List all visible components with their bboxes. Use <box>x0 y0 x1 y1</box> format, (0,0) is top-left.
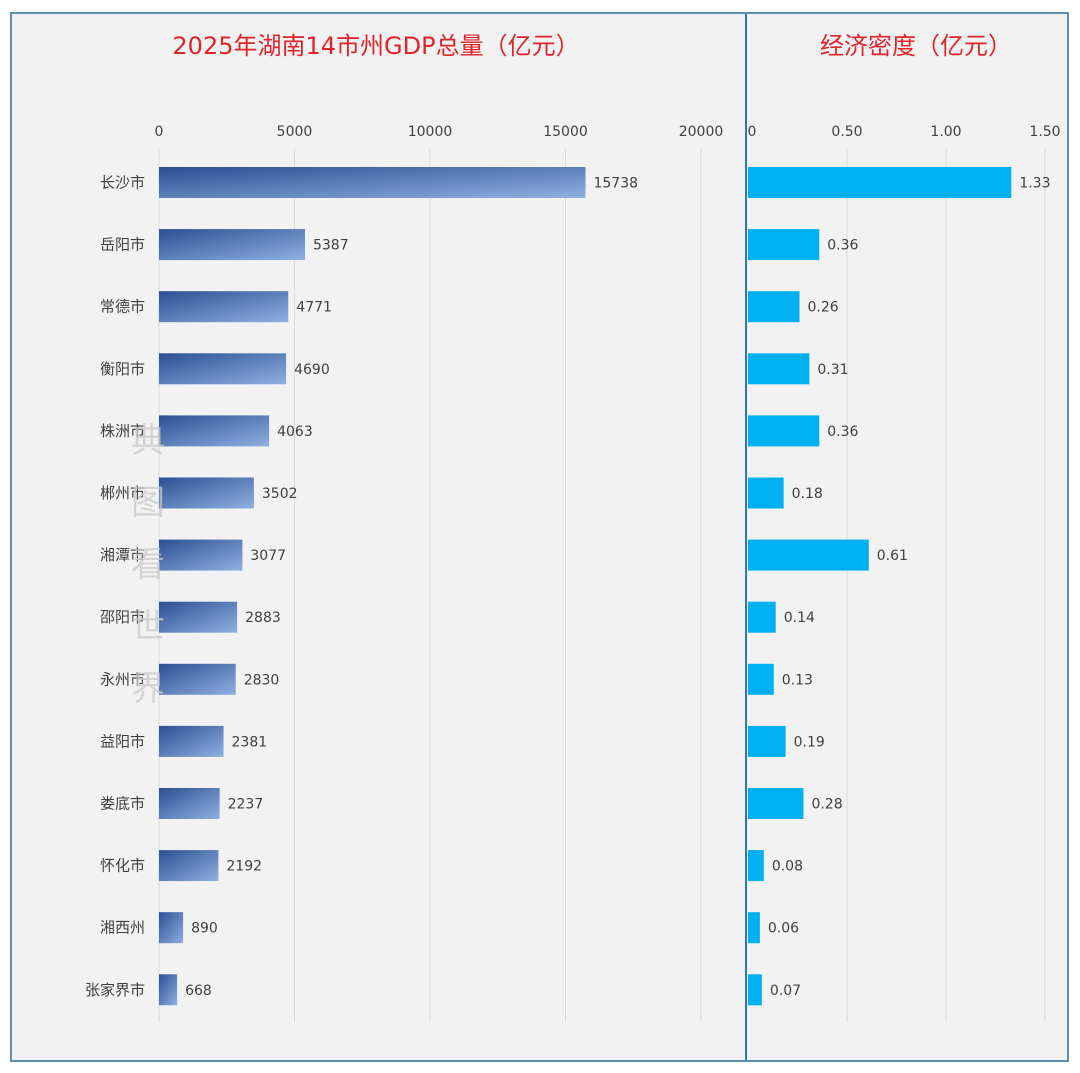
gdp-value-label: 2830 <box>244 672 280 688</box>
density-value-label: 0.36 <box>827 238 858 254</box>
gdp-x-tick-label: 5000 <box>277 124 313 140</box>
gdp-bar <box>159 788 220 819</box>
gdp-category-label: 长沙市 <box>100 174 145 192</box>
density-bar <box>748 353 810 385</box>
gdp-x-tick-label: 20000 <box>679 124 724 140</box>
gdp-x-tick-label: 10000 <box>408 124 453 140</box>
density-value-label: 0.13 <box>782 672 813 688</box>
density-value-label: 0.61 <box>877 548 908 564</box>
density-bar <box>748 788 804 819</box>
density-value-label: 1.33 <box>1019 176 1050 192</box>
gdp-value-label: 5387 <box>313 238 349 254</box>
density-x-tick-label: 1.00 <box>930 124 961 140</box>
density-bar <box>748 229 820 261</box>
watermark-char: 典 <box>131 421 165 461</box>
density-value-label: 0.26 <box>807 300 838 316</box>
density-bar <box>748 974 762 1006</box>
gdp-bar <box>159 663 236 695</box>
gdp-category-label: 湘潭市 <box>100 546 145 564</box>
gdp-value-label: 2237 <box>228 797 264 813</box>
gdp-chart-title: 2025年湖南14市州GDP总量（亿元） <box>172 32 579 60</box>
gdp-value-label: 4063 <box>277 424 313 440</box>
watermark-char: 界 <box>131 669 165 709</box>
density-x-tick-label: 0.50 <box>831 124 862 140</box>
gdp-value-label: 890 <box>191 921 218 937</box>
gdp-value-label: 4690 <box>294 362 330 378</box>
gdp-category-label: 湘西州 <box>100 919 145 937</box>
gdp-bar <box>159 415 270 447</box>
gdp-value-label: 3502 <box>262 486 298 502</box>
gdp-category-label: 郴州市 <box>100 484 145 502</box>
gdp-category-label: 益阳市 <box>100 732 145 750</box>
gdp-bar <box>159 229 305 261</box>
gdp-bar <box>159 850 219 882</box>
density-value-label: 0.28 <box>811 797 842 813</box>
density-bar <box>748 477 784 509</box>
gdp-bar <box>159 974 178 1006</box>
density-bar <box>748 291 800 323</box>
gdp-category-label: 常德市 <box>100 298 145 316</box>
gdp-value-label: 2192 <box>226 859 262 875</box>
density-bar <box>748 663 774 695</box>
gdp-category-label: 岳阳市 <box>100 236 145 254</box>
gdp-bar <box>159 167 586 198</box>
chart-frame: 2025年湖南14市州GDP总量（亿元） 经济密度（亿元） 0 5000 10000… <box>10 12 1069 1062</box>
density-chart-title: 经济密度（亿元） <box>820 32 1012 60</box>
density-bar <box>748 167 1012 198</box>
gdp-x-tick-label: 15000 <box>543 124 588 140</box>
density-panel: 0 0.50 1.00 1.50 1.33 0.36 0.26 0.31 0.36 0.18 0.6… <box>748 124 1061 1022</box>
watermark-char: 图 <box>131 483 165 523</box>
density-x-tick-label: 0 <box>748 124 757 140</box>
gdp-category-label: 娄底市 <box>100 795 145 813</box>
gdp-x-tick-label: 0 <box>155 124 164 140</box>
gdp-value-label: 15738 <box>593 176 638 192</box>
chart-canvas: 2025年湖南14市州GDP总量（亿元） 经济密度（亿元） 0 5000 10000… <box>85 14 1061 1060</box>
gdp-bar <box>159 539 243 571</box>
density-value-label: 0.07 <box>770 983 801 999</box>
density-value-label: 0.06 <box>768 921 799 937</box>
gdp-bar <box>159 291 289 323</box>
gdp-value-label: 3077 <box>250 548 286 564</box>
density-bar <box>748 912 760 944</box>
density-value-label: 0.36 <box>827 424 858 440</box>
gdp-bar <box>159 353 287 385</box>
density-value-label: 0.31 <box>817 362 848 378</box>
density-x-tick-label: 1.50 <box>1029 124 1060 140</box>
density-bar <box>748 601 776 633</box>
gdp-bar <box>159 912 184 944</box>
gdp-category-label: 怀化市 <box>100 857 145 875</box>
gdp-bar <box>159 601 238 633</box>
density-value-label: 0.19 <box>794 734 825 750</box>
gdp-category-label: 株洲市 <box>100 422 145 440</box>
density-bar <box>748 725 786 757</box>
density-value-label: 0.08 <box>772 859 803 875</box>
gdp-category-label: 张家界市 <box>85 981 145 999</box>
density-bar <box>748 850 764 882</box>
density-value-label: 0.18 <box>792 486 823 502</box>
gdp-value-label: 4771 <box>296 300 332 316</box>
gdp-category-label: 衡阳市 <box>100 360 145 378</box>
gdp-category-label: 邵阳市 <box>100 608 145 626</box>
density-bar <box>748 415 820 447</box>
gdp-bar <box>159 725 224 757</box>
watermark-char: 看 <box>131 545 165 585</box>
density-value-label: 0.14 <box>784 610 815 626</box>
gdp-value-label: 668 <box>185 983 212 999</box>
gdp-bar <box>159 477 254 509</box>
watermark-char: 世 <box>131 607 165 647</box>
gdp-value-label: 2883 <box>245 610 281 626</box>
gdp-category-label: 永州市 <box>100 670 145 688</box>
gdp-value-label: 2381 <box>232 734 268 750</box>
gdp-panel: 0 5000 10000 15000 20000 长沙市 15738 岳阳市 5387 常德市 47… <box>85 124 723 1022</box>
density-bar <box>748 539 869 571</box>
